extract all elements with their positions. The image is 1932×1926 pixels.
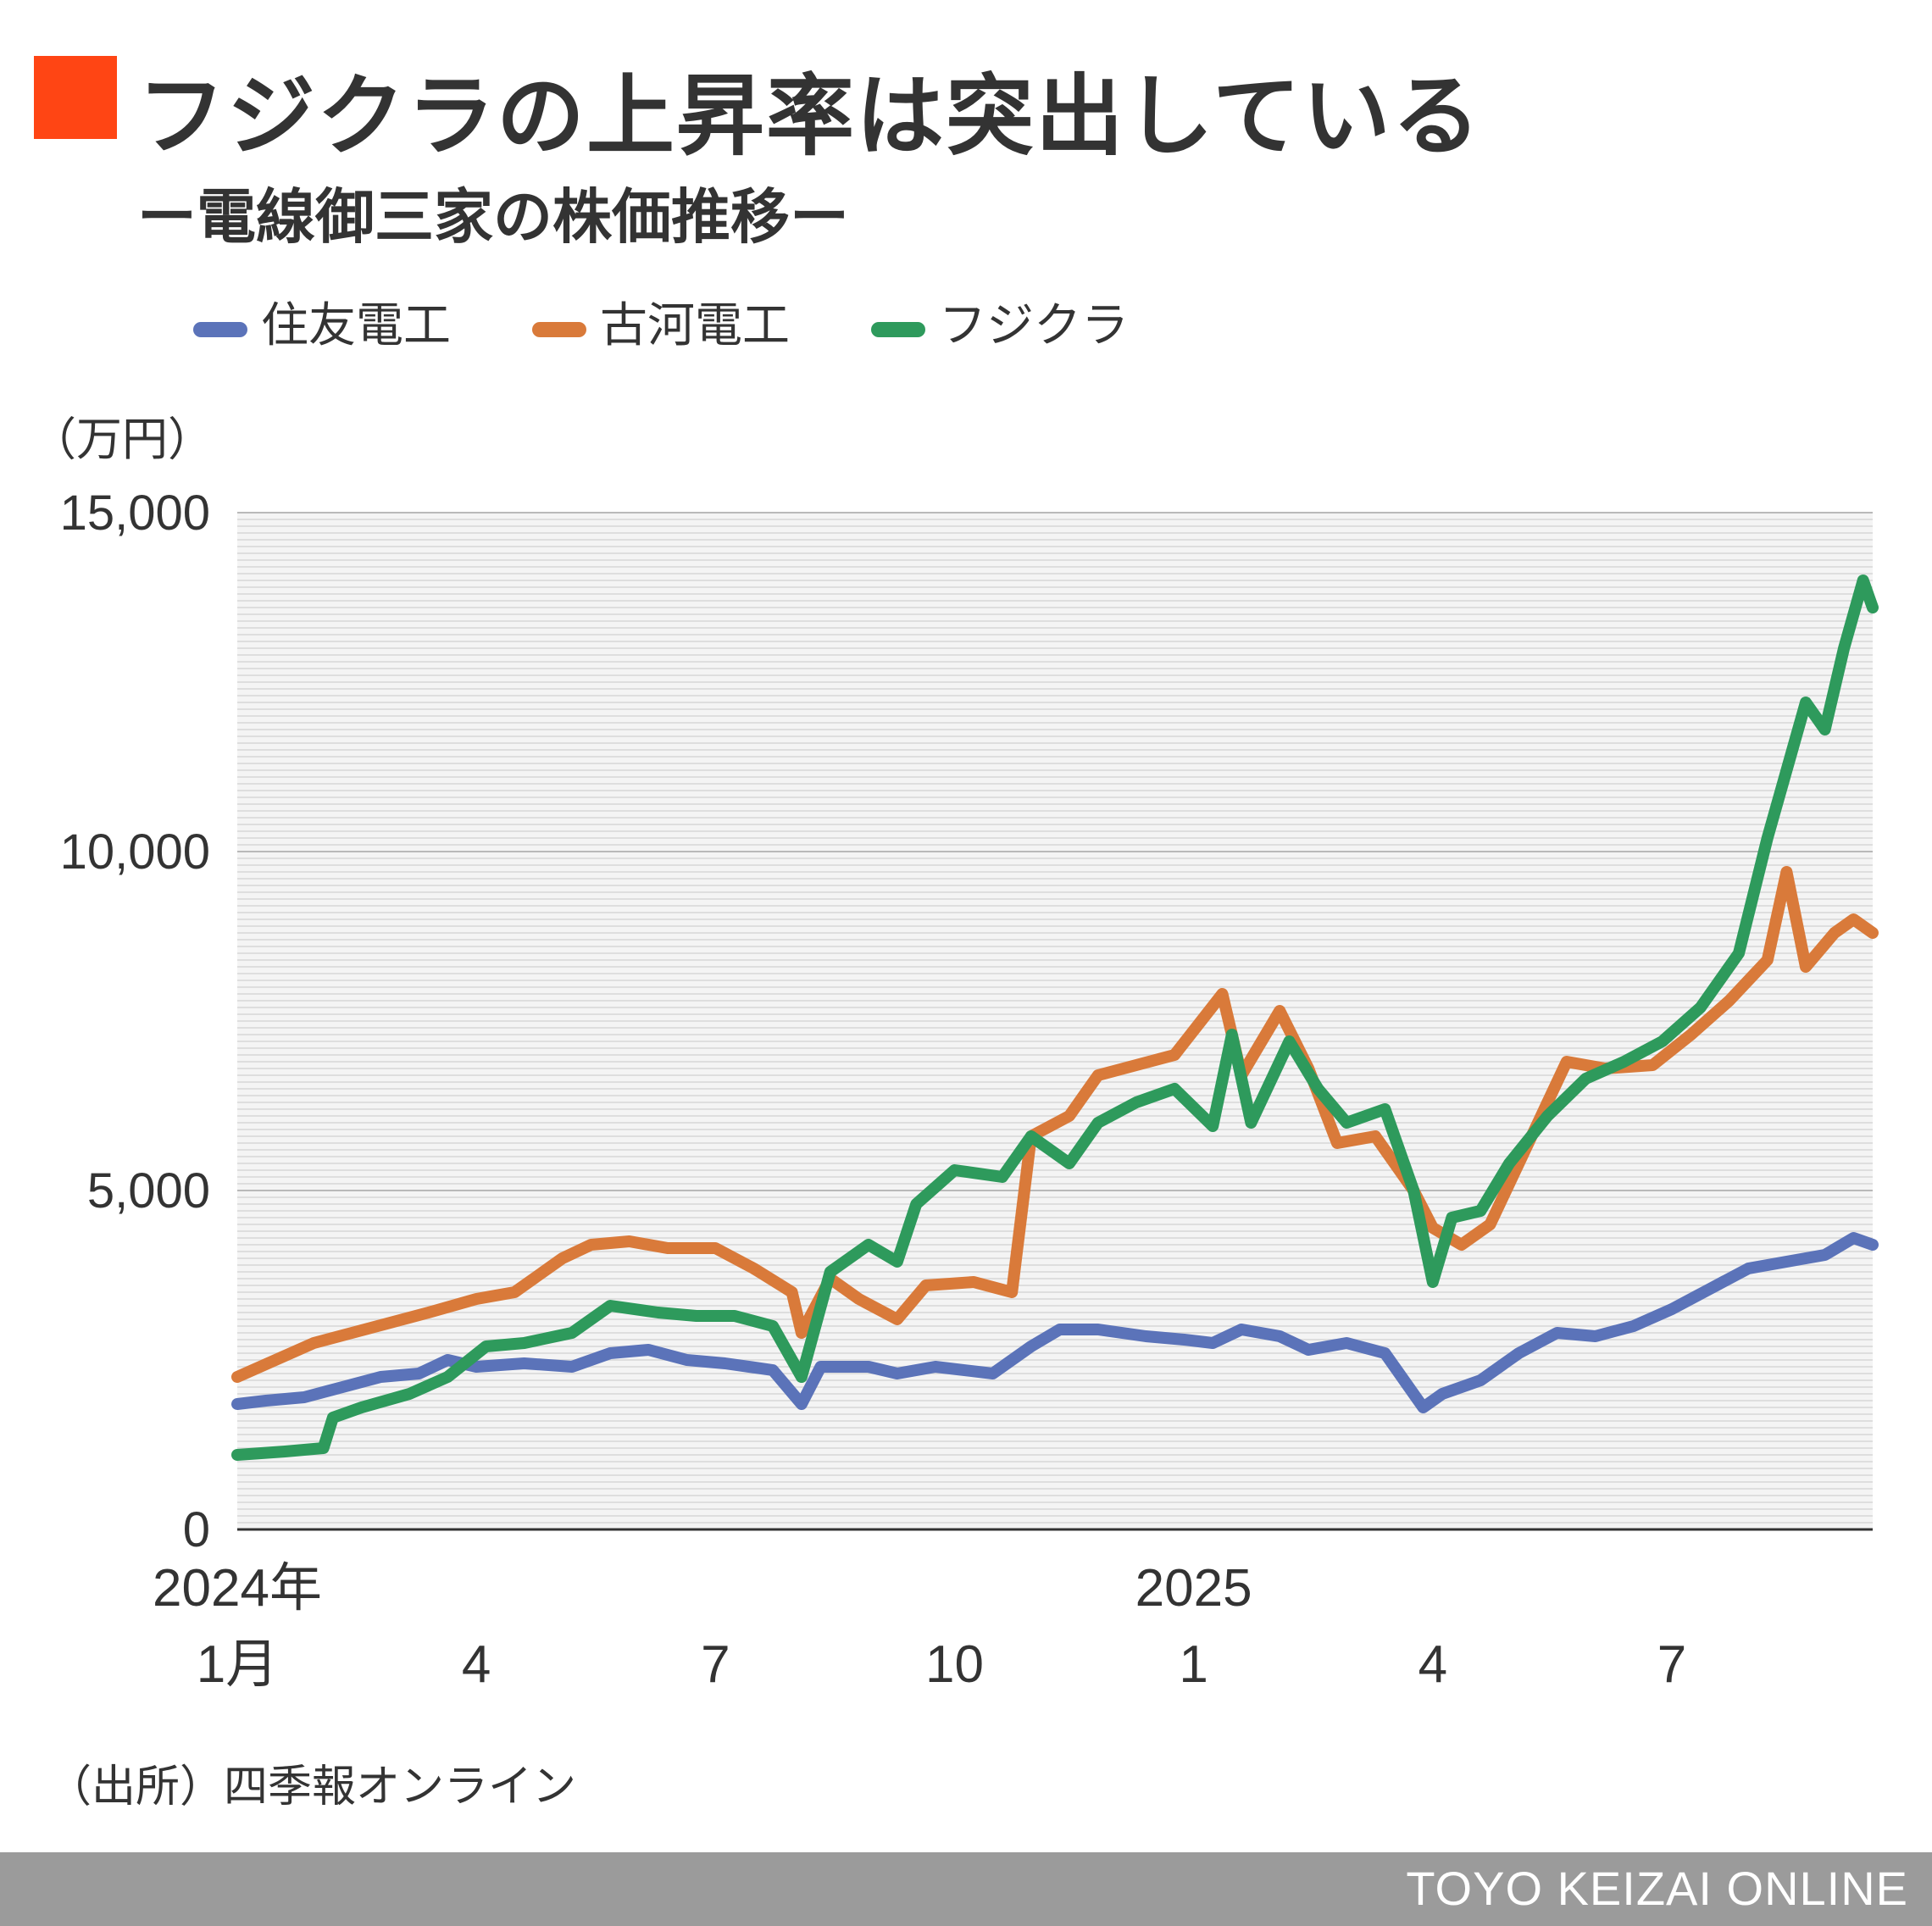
footer-bar: TOYO KEIZAI ONLINE bbox=[0, 1852, 1932, 1926]
line-chart: 0 5,000 10,000 15,000 2024年 1月 4 7 10 2025 1 4 7 bbox=[60, 486, 1879, 1694]
x-tick-month-label: 7 bbox=[1657, 1635, 1686, 1694]
chart-title: フジクラの上昇率は突出している bbox=[137, 64, 1482, 168]
legend-label-fujikura: フジクラ bbox=[939, 298, 1129, 353]
source-note: （出所）四季報オンライン bbox=[47, 1762, 577, 1812]
y-tick-label: 0 bbox=[183, 1502, 210, 1557]
legend-label-sumitomo: 住友電工 bbox=[261, 298, 451, 353]
y-tick-label: 5,000 bbox=[87, 1163, 210, 1218]
y-tick-label: 10,000 bbox=[60, 824, 210, 880]
footer-brand: TOYO KEIZAI ONLINE bbox=[1406, 1862, 1908, 1915]
x-tick-month-label: 4 bbox=[462, 1635, 491, 1694]
x-tick-month-label: 1 bbox=[1179, 1635, 1208, 1694]
x-tick-month-label: 7 bbox=[701, 1635, 730, 1694]
x-tick-year-label: 2025 bbox=[1135, 1559, 1252, 1618]
legend-swatch-fujikura bbox=[871, 322, 925, 337]
series-line-sumitomo bbox=[231, 1232, 1879, 1413]
legend-swatch-sumitomo bbox=[193, 322, 247, 337]
series-line-fujikura bbox=[231, 574, 1879, 1461]
x-tick-month-label: 4 bbox=[1418, 1635, 1447, 1694]
x-tick-month-label: 1月 bbox=[197, 1635, 278, 1694]
x-tick-year-label: 2024年 bbox=[153, 1559, 322, 1618]
title-marker bbox=[34, 56, 117, 139]
legend-swatch-furukawa bbox=[532, 322, 586, 337]
x-tick-month-label: 10 bbox=[925, 1635, 984, 1694]
y-axis-unit: （万円） bbox=[31, 413, 214, 466]
y-tick-label: 15,000 bbox=[60, 486, 210, 541]
chart-subtitle: ー電線御三家の株価推移ー bbox=[137, 182, 849, 252]
legend-label-furukawa: 古河電工 bbox=[600, 298, 790, 353]
series-line-furukawa bbox=[231, 866, 1879, 1383]
